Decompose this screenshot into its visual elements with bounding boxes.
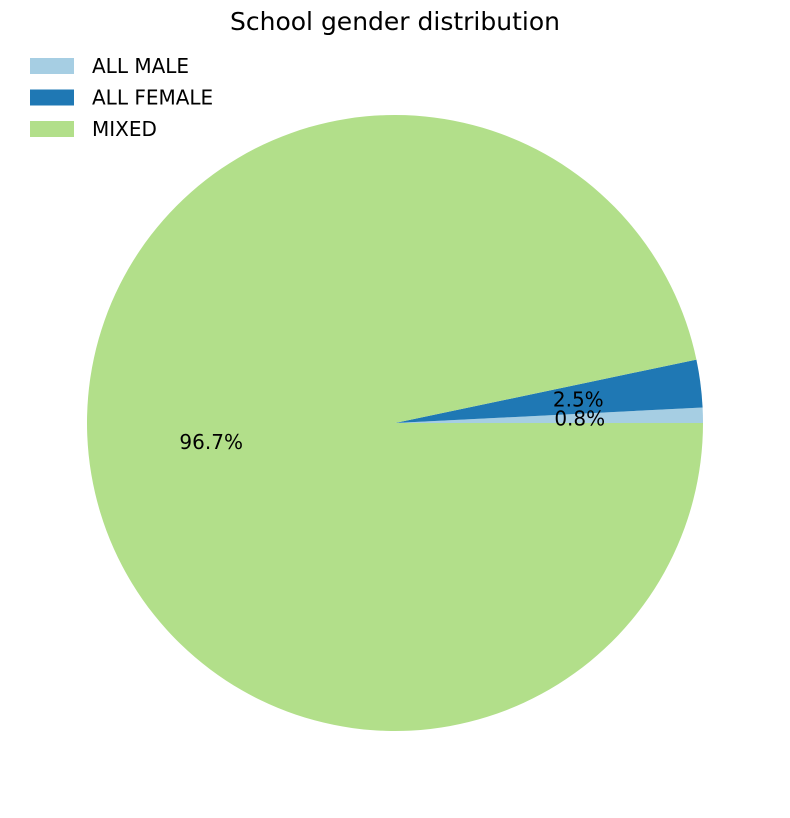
legend-label-all-male: ALL MALE [92, 54, 189, 78]
pie-value-labels: 0.8%2.5% 96.7% [179, 387, 605, 454]
pie-slice-all-female [395, 359, 703, 423]
legend-label-all-female: ALL FEMALE [92, 86, 213, 110]
pie-value-label-mixed: 96.7% [179, 430, 243, 454]
legend-label-mixed: MIXED [92, 117, 157, 141]
pie-value-label-all-female: 2.5% [553, 387, 604, 411]
pie-slice-mixed [86, 115, 703, 732]
legend-swatch-all-male [30, 58, 74, 74]
legend-swatch-all-female [30, 89, 74, 106]
chart-title: School gender distribution [230, 7, 560, 36]
legend-swatch-mixed [30, 121, 74, 137]
pie-slices [86, 115, 703, 732]
legend: ALL MALE ALL FEMALE MIXED [30, 54, 213, 141]
pie-value-label-all-male: 0.8% [554, 406, 605, 430]
pie-slice-all-male [395, 407, 703, 423]
